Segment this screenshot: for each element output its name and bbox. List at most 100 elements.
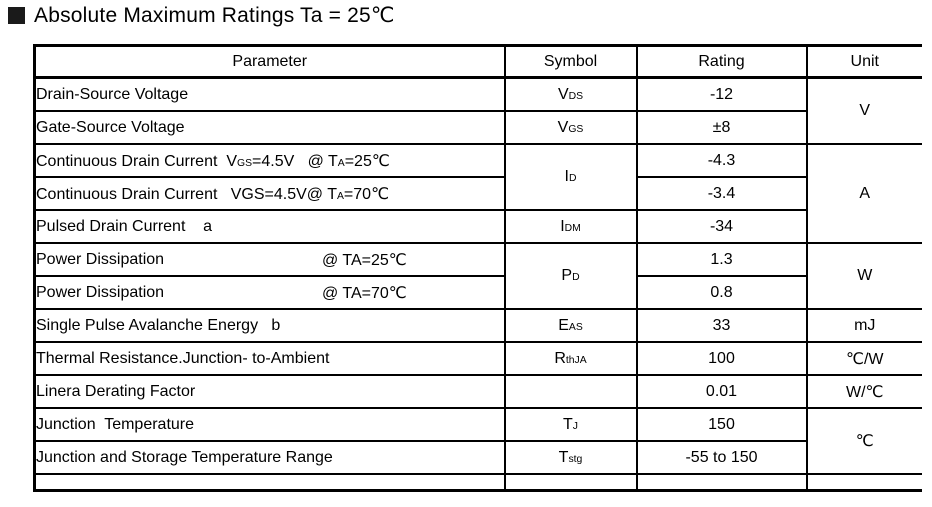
cell-unit: A <box>805 143 922 244</box>
cell-symbol: IDM <box>503 209 638 244</box>
header-symbol: Symbol <box>503 44 638 79</box>
cell-text: T <box>563 415 573 433</box>
cell-text: 1.3 <box>710 250 733 268</box>
table-row: Pulsed Drain Current a IDM -34 <box>33 209 923 244</box>
cell-text: Gate-Source Voltage <box>36 118 185 136</box>
cell-text: mJ <box>854 316 876 334</box>
cell-rating: 33 <box>635 308 808 343</box>
cell-text: P <box>561 267 573 284</box>
table-row: Continuous Drain Current VGS=4.5V@ TA=70… <box>33 176 923 211</box>
cell-symbol <box>503 374 638 409</box>
cell-text: ℃/W <box>845 350 884 368</box>
cell-rating: -3.4 <box>635 176 808 211</box>
table-row: Drain-Source Voltage VDS -12 V <box>33 76 922 145</box>
cell-text: Power Dissipation <box>36 250 165 268</box>
cell-param: Continuous Drain Current VGS=4.5V @ TA=2… <box>33 143 506 178</box>
cell-param: Continuous Drain Current VGS=4.5V@ TA=70… <box>33 176 506 211</box>
table-body: Drain-Source Voltage VDS -12 V Gate-Source V… <box>33 76 923 491</box>
cell-symbol: RthJA <box>503 341 638 376</box>
table-row: Thermal Resistance.Junction- to-Ambient R… <box>33 341 922 376</box>
cell-text: V <box>557 118 569 136</box>
table-row: Power Dissipation @ TA=70℃ 0.8 <box>33 275 923 310</box>
cell-text: -12 <box>709 85 734 103</box>
cell-rating: -4.3 <box>635 143 808 178</box>
cell-param: Junction Temperature <box>33 407 506 442</box>
cropped-cell <box>503 473 638 491</box>
section-title-text: Absolute Maximum Ratings Ta = 25℃ <box>34 4 395 27</box>
ratings-table-wrapper: Parameter Symbol Rating Unit Drain-Source V… <box>33 44 922 507</box>
cell-text: Linera Derating Factor <box>36 382 196 400</box>
cell-text: 0.8 <box>710 283 733 301</box>
cropped-cell <box>635 473 808 491</box>
subscript-text: GS <box>568 123 584 135</box>
cell-param: Pulsed Drain Current a <box>33 209 506 244</box>
cell-text: I <box>564 168 569 185</box>
cell-symbol: PD <box>503 242 638 310</box>
cell-text: V <box>859 102 871 119</box>
cell-rating: -55 to 150 <box>635 440 808 475</box>
cell-param: Power Dissipation @ TA=25℃ <box>33 242 506 277</box>
cell-symbol: ID <box>503 143 638 211</box>
table-row: Gate-Source Voltage VGS ±8 <box>33 110 923 145</box>
table-header-row: Parameter Symbol Rating Unit <box>33 44 922 79</box>
cell-param: Drain-Source Voltage <box>33 76 506 112</box>
cell-text: =4.5V @ T <box>252 152 338 170</box>
cell-symbol: VGS <box>503 110 638 145</box>
subscript-text: thJA <box>565 354 587 366</box>
cell-text: =25℃ <box>344 152 390 170</box>
cell-text: Power Dissipation <box>36 283 165 301</box>
cell-text: 100 <box>708 349 735 367</box>
cell-text: -4.3 <box>707 151 736 169</box>
cell-unit: ℃/W <box>805 341 922 376</box>
cell-rating: 100 <box>635 341 808 376</box>
cell-param: Gate-Source Voltage <box>33 110 506 145</box>
cell-symbol: TJ <box>503 407 638 442</box>
cell-text: V <box>557 85 569 103</box>
header-rating: Rating <box>635 44 808 79</box>
cell-text: -55 to 150 <box>685 448 758 466</box>
cell-text: Junction Temperature <box>36 415 195 433</box>
cell-rating: -34 <box>635 209 808 244</box>
section-title: Absolute Maximum Ratings Ta = 25℃ <box>8 3 395 28</box>
cell-text: E <box>558 316 569 334</box>
cell-text: Thermal Resistance.Junction- to-Ambient <box>36 349 330 367</box>
table-row: Junction Temperature TJ 150 ℃ <box>33 407 922 475</box>
subscript-text: AS <box>568 321 583 333</box>
cell-text: Continuous Drain Current V <box>36 152 237 170</box>
header-unit: Unit <box>805 44 922 79</box>
subscript-text: A <box>336 190 344 202</box>
cell-rating: 150 <box>635 407 808 442</box>
cell-unit: mJ <box>805 308 922 343</box>
cell-text: Pulsed Drain Current a <box>36 217 213 235</box>
cell-text: 0.01 <box>705 382 738 400</box>
cell-text: -3.4 <box>707 184 736 202</box>
cell-text: -34 <box>709 217 734 235</box>
table-row: Continuous Drain Current VGS=4.5V @ TA=2… <box>33 143 922 244</box>
subscript-text: stg <box>568 453 583 465</box>
cell-unit: V <box>805 76 922 145</box>
cell-text: W/℃ <box>845 383 884 401</box>
section-bullet-icon <box>8 7 25 24</box>
cell-text: @ TA=25℃ <box>322 251 407 269</box>
subscript-text: D <box>572 272 580 283</box>
cell-param: Power Dissipation @ TA=70℃ <box>33 275 506 310</box>
subscript-text: A <box>337 157 345 169</box>
cell-param: Junction and Storage Temperature Range <box>33 440 506 475</box>
cell-text: T <box>558 448 569 466</box>
cell-text: @ TA=70℃ <box>322 284 407 302</box>
subscript-text: GS <box>236 157 252 169</box>
cell-rating: 0.01 <box>635 374 808 409</box>
table-row: Single Pulse Avalanche Energy b EAS 33 mJ <box>33 308 922 343</box>
cell-unit: W/℃ <box>805 374 922 409</box>
cell-symbol: VDS <box>503 76 638 112</box>
cell-text: R <box>554 349 566 367</box>
absolute-maximum-ratings-table: Parameter Symbol Rating Unit Drain-Source V… <box>33 44 922 492</box>
cropped-cell <box>805 473 922 491</box>
cell-unit: W <box>805 242 922 310</box>
cell-symbol: EAS <box>503 308 638 343</box>
table-row: Power Dissipation @ TA=25℃ PD 1.3 W <box>33 242 922 310</box>
subscript-text: D <box>568 173 577 184</box>
cell-text: Drain-Source Voltage <box>36 85 189 103</box>
cell-rating: -12 <box>635 76 808 112</box>
